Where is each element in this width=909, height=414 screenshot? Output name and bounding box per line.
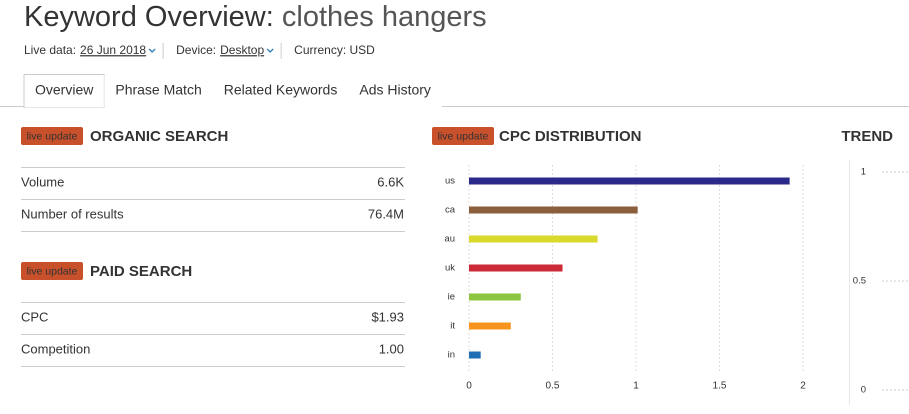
bar — [469, 235, 598, 243]
tab-background — [212, 74, 349, 108]
bar — [469, 322, 511, 330]
tab[interactable]: Ads History — [348, 74, 442, 108]
tab-label[interactable]: Overview — [35, 82, 94, 98]
title-prefix: Keyword Overview: — [24, 1, 274, 33]
tab-label[interactable]: Related Keywords — [224, 82, 338, 98]
metric-value: 6.6K — [377, 174, 404, 189]
x-tick-label: 2 — [800, 381, 806, 392]
metric-label: Competition — [21, 341, 90, 356]
bar — [469, 293, 521, 301]
badge-background — [432, 127, 494, 145]
bar — [469, 206, 638, 214]
tab[interactable]: Related Keywords — [212, 74, 349, 108]
bar — [469, 264, 563, 272]
tab-label[interactable]: Phrase Match — [115, 82, 201, 98]
category-label: ie — [448, 292, 455, 303]
live-update-badge: live update — [438, 130, 489, 142]
chart-title: TREND — [841, 128, 893, 145]
badge-background — [21, 262, 83, 280]
title-keyword: clothes hangers — [282, 1, 487, 33]
chart-title: CPC DISTRIBUTION — [499, 128, 642, 145]
y-tick-label: 0.5 — [853, 276, 866, 287]
tab-label[interactable]: Ads History — [359, 82, 431, 98]
tab-background — [348, 74, 442, 108]
category-label: au — [444, 234, 455, 245]
live-update-badge: live update — [27, 130, 78, 142]
section-heading: ORGANIC SEARCH — [90, 128, 228, 145]
y-tick-label: 0 — [861, 385, 866, 396]
bar — [469, 351, 481, 359]
metric-value: 76.4M — [368, 206, 404, 221]
meta-label: Live data: — [24, 43, 76, 57]
metric-label: Volume — [21, 174, 64, 189]
category-label: ca — [445, 205, 456, 216]
meta-dropdown[interactable]: Desktop — [220, 43, 264, 57]
category-label: it — [450, 321, 455, 332]
y-tick-label: 1 — [861, 167, 866, 178]
x-tick-label: 1.5 — [713, 381, 727, 392]
tab-background — [104, 74, 213, 108]
metric-value: 1.00 — [379, 341, 404, 356]
badge-background — [21, 127, 83, 145]
category-label: us — [445, 176, 455, 187]
tab[interactable]: Overview — [23, 74, 105, 108]
metric-label: Number of results — [21, 206, 124, 221]
category-label: in — [448, 350, 455, 361]
x-tick-label: 0 — [466, 381, 472, 392]
live-update-badge: live update — [27, 265, 78, 277]
x-tick-label: 1 — [633, 381, 639, 392]
meta-label: Currency: USD — [294, 43, 375, 57]
tab-background — [23, 74, 105, 108]
meta-dropdown[interactable]: 26 Jun 2018 — [80, 43, 146, 57]
page-title: Keyword Overview: clothes hangers — [24, 1, 487, 33]
bar — [469, 177, 790, 185]
meta-label: Device: — [176, 43, 216, 57]
metric-label: CPC — [21, 309, 48, 324]
dropdown-chevron — [266, 48, 274, 53]
tab[interactable]: Phrase Match — [104, 74, 213, 108]
category-label: uk — [445, 263, 455, 274]
section-heading: PAID SEARCH — [90, 263, 192, 280]
x-tick-label: 0.5 — [546, 381, 560, 392]
dropdown-chevron — [148, 48, 156, 53]
metric-value: $1.93 — [371, 309, 404, 324]
